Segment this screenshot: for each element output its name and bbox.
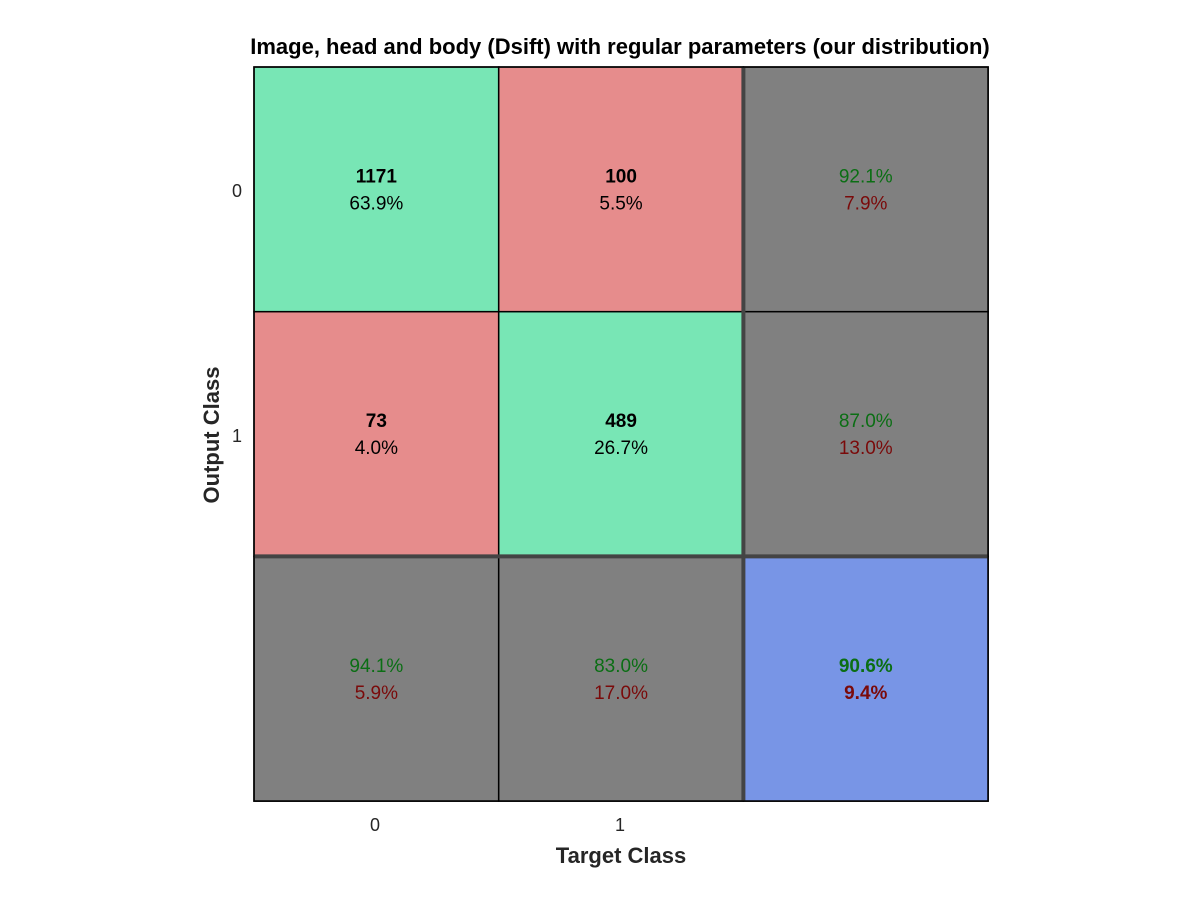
matrix-frame — [253, 66, 989, 802]
overall-incorrect: 9.4% — [844, 683, 887, 704]
row-summary-correct-0: 92.1% — [839, 166, 893, 187]
column-summary-correct-0: 94.1% — [349, 656, 403, 677]
matrix-cell-0-1 — [497, 66, 745, 313]
cell-count-0-1: 100 — [605, 166, 637, 187]
overall-correct: 90.6% — [839, 656, 893, 677]
matrix-cell-0-0 — [253, 66, 500, 313]
matrix-cell-1-1 — [497, 310, 745, 558]
matrix-cell-0-2 — [742, 66, 989, 313]
row-summary-incorrect-0: 7.9% — [844, 193, 887, 214]
cell-percent-1-1: 26.7% — [594, 438, 648, 459]
y-tick-label-1: 1 — [232, 426, 243, 446]
row-summary-incorrect-1: 13.0% — [839, 438, 893, 459]
cell-count-1-1: 489 — [605, 411, 637, 432]
matrix-cell-2-1 — [497, 555, 745, 802]
cell-percent-0-1: 5.5% — [599, 193, 642, 214]
column-summary-incorrect-0: 5.9% — [355, 683, 398, 704]
column-summary-correct-1: 83.0% — [594, 656, 648, 677]
x-axis-label: Target Class — [555, 843, 687, 868]
x-tick-label-0: 0 — [370, 815, 381, 835]
y-tick-label-0: 0 — [232, 181, 243, 201]
cell-percent-0-0: 63.9% — [349, 193, 403, 214]
matrix-cell-2-0 — [253, 555, 500, 802]
x-tick-label-1: 1 — [615, 815, 626, 835]
matrix-cell-1-0 — [253, 310, 500, 558]
chart-title: Image, head and body (Dsift) with regula… — [250, 34, 990, 59]
matrix-cell-1-2 — [742, 310, 989, 558]
cell-count-0-0: 1171 — [356, 166, 398, 187]
row-summary-correct-1: 87.0% — [839, 411, 893, 432]
cell-count-1-0: 73 — [366, 411, 387, 432]
cell-percent-1-0: 4.0% — [355, 438, 398, 459]
matrix-cell-2-2 — [742, 555, 989, 802]
column-summary-incorrect-1: 17.0% — [594, 683, 648, 704]
